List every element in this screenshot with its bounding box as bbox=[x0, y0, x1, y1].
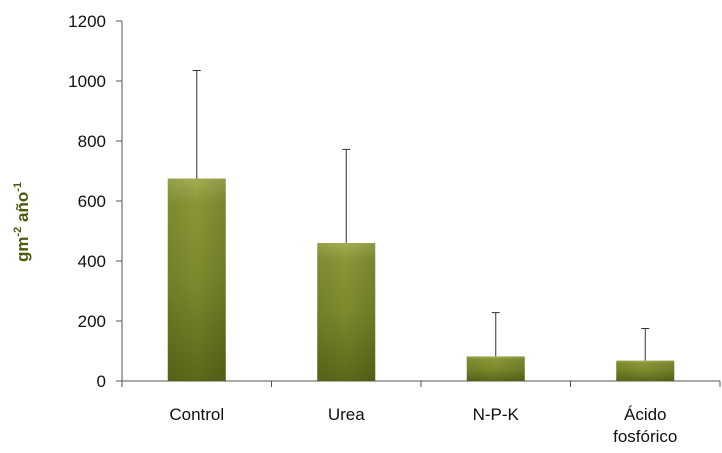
y-tick-label: 1000 bbox=[68, 72, 106, 91]
y-axis-unit-2: año bbox=[13, 192, 32, 227]
y-tick-label: 1200 bbox=[68, 12, 106, 31]
y-tick-label: 800 bbox=[78, 132, 106, 151]
x-tick-label: Control bbox=[169, 405, 224, 424]
y-tick-label: 0 bbox=[97, 372, 106, 391]
y-tick-label: 200 bbox=[78, 312, 106, 331]
bars bbox=[167, 178, 675, 381]
y-axis-label: gm-2 año-1 bbox=[12, 182, 32, 262]
x-tick-label: Ácido fosfórico bbox=[613, 405, 677, 446]
bar-shade bbox=[317, 243, 376, 381]
y-axis-exponent-2: -1 bbox=[12, 182, 24, 192]
x-tick-label: Urea bbox=[328, 405, 365, 424]
x-tick-labels: Control Urea N-P-K Ácido fosfórico bbox=[169, 405, 677, 446]
x-tick-label: N-P-K bbox=[473, 405, 520, 424]
y-axis-unit-1: gm bbox=[13, 237, 32, 263]
bar-shade bbox=[616, 360, 675, 381]
y-axis-exponent-1: -2 bbox=[12, 227, 24, 237]
y-ticks: 0 200 400 600 800 1000 1200 bbox=[68, 12, 122, 391]
bar-shade bbox=[167, 178, 226, 381]
bar-shade bbox=[466, 356, 525, 381]
y-tick-label: 400 bbox=[78, 252, 106, 271]
y-tick-label: 600 bbox=[78, 192, 106, 211]
error-bars bbox=[192, 70, 650, 361]
